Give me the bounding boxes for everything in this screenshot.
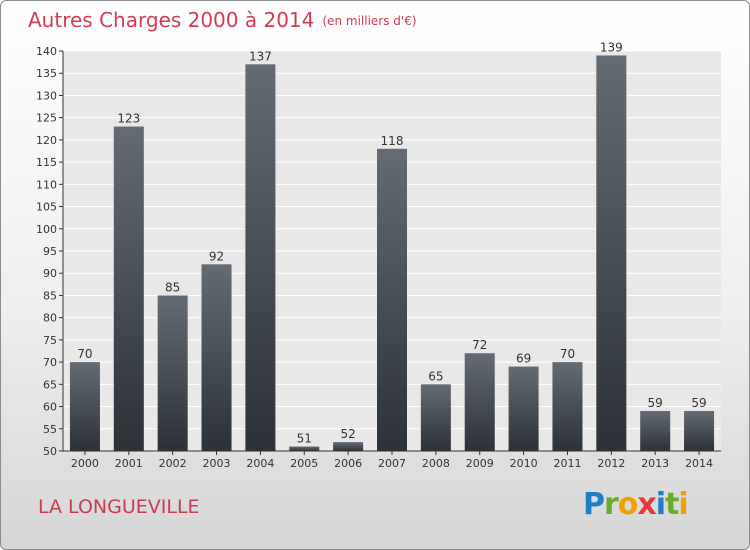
bar-value-label: 65 [428,369,443,383]
x-tick-label: 2012 [597,457,625,470]
bar-value-label: 72 [472,338,487,352]
y-tick-label: 140 [36,45,57,58]
x-tick-label: 2002 [159,457,187,470]
bar-value-label: 59 [691,396,706,410]
x-tick-label: 2013 [641,457,669,470]
x-tick-label: 2003 [203,457,231,470]
bar-value-label: 70 [560,347,575,361]
y-tick-label: 105 [36,201,57,214]
x-tick-label: 2011 [553,457,581,470]
logo-letter: x [637,487,656,522]
logo-letter: t [665,487,679,522]
x-tick-label: 2008 [422,457,450,470]
x-tick-label: 2007 [378,457,406,470]
bar [420,384,451,451]
y-tick-label: 50 [43,445,57,458]
bar [245,64,276,452]
y-tick-label: 70 [43,356,57,369]
y-tick-label: 90 [43,267,57,280]
logo-letter: i [655,487,666,522]
bar [289,446,320,451]
bar-value-label: 59 [648,396,663,410]
chart-subtitle: (en milliers d'€) [322,14,417,28]
bar-value-label: 92 [209,249,224,263]
x-tick-label: 2000 [71,457,99,470]
bar-value-label: 137 [249,49,272,63]
bar-value-label: 123 [117,112,140,126]
y-tick-label: 80 [43,312,57,325]
bar [508,366,539,451]
bar-value-label: 139 [600,40,623,54]
x-tick-label: 2014 [685,457,713,470]
logo-letter: P [583,487,605,522]
chart-title: Autres Charges 2000 à 2014 (en milliers d… [28,8,417,32]
y-tick-label: 55 [43,423,57,436]
bar [201,264,232,451]
bar-value-label: 51 [297,432,312,446]
y-tick-label: 125 [36,112,57,125]
bar [377,148,407,451]
y-tick-label: 130 [36,89,57,102]
x-tick-label: 2010 [510,457,538,470]
x-tick-label: 2009 [466,457,494,470]
y-tick-label: 120 [36,134,57,147]
y-tick-label: 135 [36,67,57,80]
x-tick-label: 2005 [290,457,318,470]
bar [333,442,364,451]
bar [640,411,671,451]
y-tick-label: 110 [36,178,57,191]
bar-value-label: 52 [340,427,355,441]
place-name: LA LONGUEVILLE [38,496,200,518]
bar-value-label: 85 [165,280,180,294]
y-tick-label: 65 [43,378,57,391]
y-tick-label: 115 [36,156,57,169]
bar-value-label: 69 [516,352,531,366]
bar-value-label: 70 [77,347,92,361]
proxiti-logo: Proxiti [583,487,689,522]
bar [552,362,583,451]
x-tick-label: 2001 [115,457,143,470]
bar [596,55,627,451]
bar [684,411,715,451]
y-tick-label: 75 [43,334,57,347]
y-tick-label: 60 [43,401,57,414]
y-tick-label: 95 [43,245,57,258]
bar-value-label: 118 [381,134,404,148]
bar [464,353,495,451]
logo-letter: o [617,487,639,522]
bar [69,362,100,451]
y-tick-label: 100 [36,223,57,236]
bar [157,295,188,451]
x-tick-label: 2004 [246,457,274,470]
x-tick-label: 2006 [334,457,362,470]
bar [113,126,144,452]
logo-letter: r [604,487,619,522]
y-tick-label: 85 [43,289,57,302]
logo-letter: i [678,487,688,522]
chart-title-text: Autres Charges 2000 à 2014 [28,8,315,32]
